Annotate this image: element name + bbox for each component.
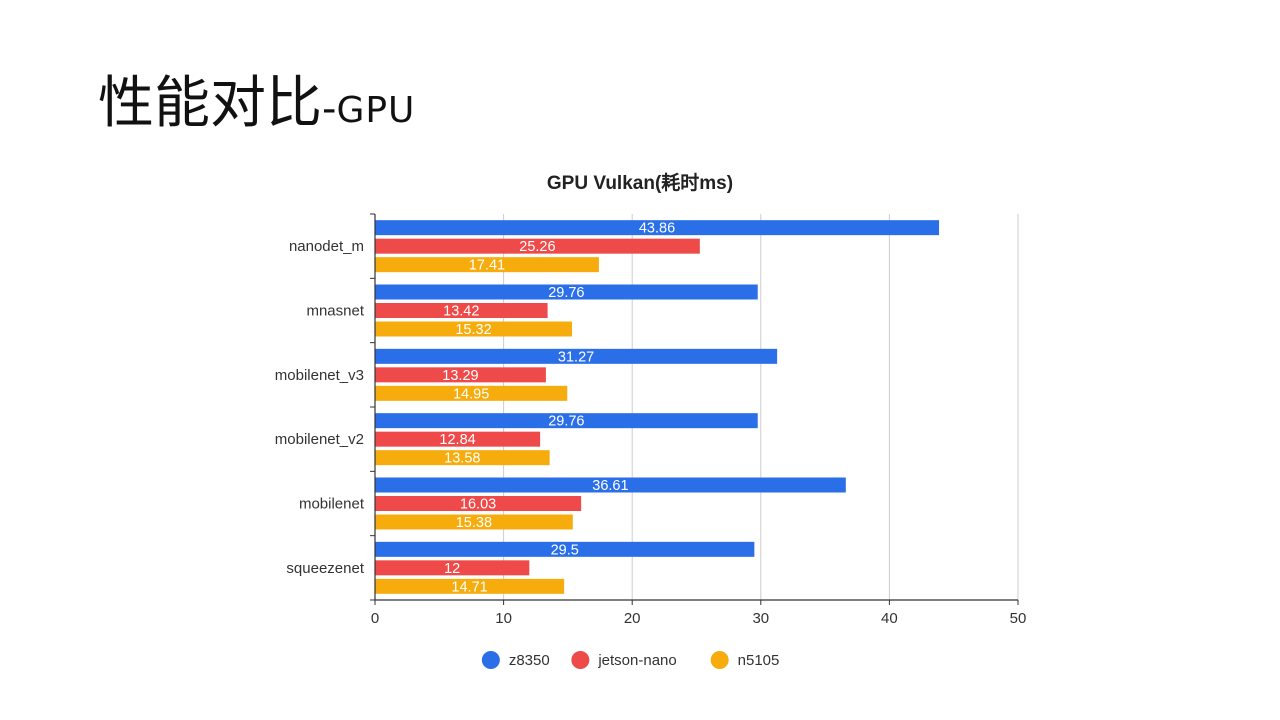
- data-label: 14.71: [451, 579, 487, 595]
- bar-z8350: [375, 284, 758, 300]
- bar-n5105: [375, 514, 573, 530]
- bar-n5105: [375, 578, 565, 594]
- x-tick-label: 0: [371, 610, 379, 627]
- data-label: 15.32: [455, 322, 491, 338]
- data-label: 31.27: [558, 349, 594, 365]
- bar-z8350: [375, 413, 758, 429]
- bar-z8350: [375, 220, 940, 236]
- bar-jetson-nano: [375, 560, 530, 576]
- slide-title-separator: -: [322, 86, 337, 132]
- y-category-label: nanodet_m: [289, 238, 364, 255]
- data-label: 36.61: [592, 478, 628, 494]
- bar-jetson-nano: [375, 496, 582, 511]
- chart-title: GPU Vulkan(耗时ms): [547, 172, 733, 194]
- x-tick-label: 20: [624, 610, 641, 627]
- bar-jetson-nano: [375, 431, 541, 447]
- y-category-label: mobilenet_v3: [275, 367, 364, 384]
- bar-z8350: [375, 541, 755, 557]
- slide-title: 性能对比-GPU: [98, 68, 415, 140]
- data-label: 12: [444, 561, 460, 577]
- data-label: 13.58: [444, 451, 480, 467]
- bar-z8350: [375, 477, 846, 493]
- legend: z8350 jetson-nano n5105: [481, 651, 780, 669]
- y-category-label: mnasnet: [306, 303, 364, 320]
- x-tick-label: 50: [1010, 610, 1027, 627]
- bar-jetson-nano: [375, 238, 700, 254]
- legend-marker-z8350: [481, 651, 500, 669]
- legend-label: z8350: [509, 652, 550, 669]
- x-tick-label: 40: [881, 610, 898, 627]
- x-tick-label: 10: [495, 610, 512, 627]
- legend-marker-n5105: [710, 651, 729, 669]
- legend-label: jetson-nano: [597, 652, 676, 669]
- data-label: 15.38: [456, 515, 492, 531]
- slide-title-main: 性能对比: [98, 71, 322, 136]
- bars: 43.86 25.26 17.41 29.76 13.42 15.32 31.27 13.29…: [375, 220, 940, 595]
- bar-jetson-nano: [375, 367, 546, 383]
- data-label: 25.26: [519, 239, 555, 255]
- x-tick-label: 30: [752, 610, 769, 627]
- data-label: 13.42: [443, 304, 479, 320]
- bar-n5105: [375, 450, 550, 466]
- bar-n5105: [375, 257, 599, 273]
- data-label: 14.95: [453, 386, 489, 402]
- y-category-label: mobilenet_v2: [275, 431, 364, 448]
- legend-marker-jetson-nano: [571, 651, 590, 669]
- slide-title-suffix: GPU: [336, 90, 416, 131]
- data-label: 43.86: [639, 221, 675, 237]
- data-label: 17.41: [469, 258, 505, 274]
- data-label: 29.5: [551, 542, 579, 558]
- bar-z8350: [375, 348, 778, 364]
- bar-n5105: [375, 321, 573, 337]
- bar-n5105: [375, 385, 568, 401]
- y-category-label: squeezenet: [286, 560, 364, 577]
- data-label: 16.03: [460, 497, 496, 513]
- data-label: 13.29: [442, 368, 478, 384]
- data-label: 12.84: [439, 432, 475, 448]
- data-label: 29.76: [548, 414, 584, 430]
- grid-lines: [503, 214, 1019, 600]
- y-category-label: mobilenet: [299, 496, 365, 513]
- data-label: 29.76: [548, 285, 584, 301]
- legend-label: n5105: [738, 652, 780, 669]
- bar-jetson-nano: [375, 303, 548, 318]
